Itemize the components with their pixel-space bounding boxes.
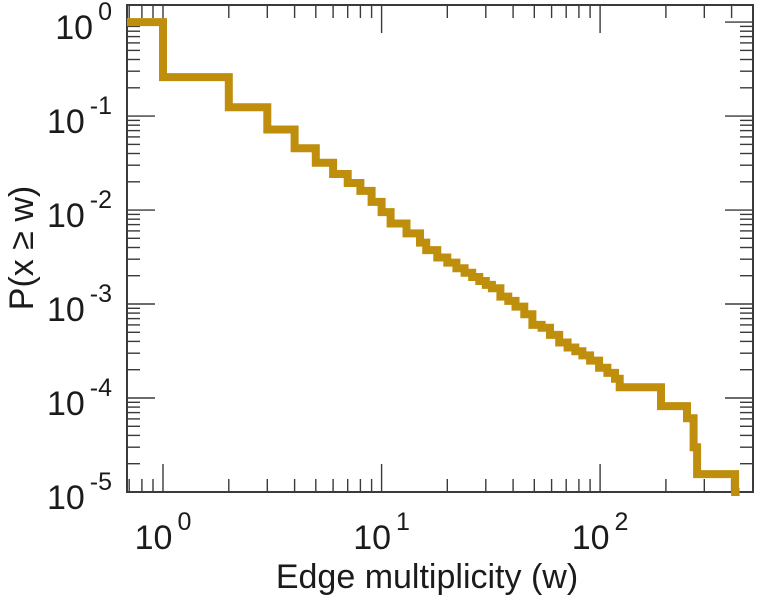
y-tick-label: 10 -5: [47, 468, 112, 517]
x-tick-label: 10 0: [135, 508, 192, 557]
ccdf-step-line: [127, 18, 740, 496]
x-axis-title: Edge multiplicity (w): [276, 558, 578, 596]
y-axis-ticks: [127, 21, 753, 493]
plot-frame: [126, 4, 754, 493]
y-tick-label: 10 -3: [47, 280, 112, 329]
y-tick-label: 10 0: [55, 0, 112, 47]
x-tick-label: 10 2: [572, 508, 629, 557]
y-tick-label: 10 -4: [47, 374, 112, 423]
x-tick-label: 10 1: [353, 508, 410, 557]
y-tick-label: 10 -1: [47, 92, 112, 141]
x-axis-ticks: [128, 5, 754, 492]
y-axis-title: P(x ≥ w): [3, 186, 41, 310]
y-tick-label: 10 -2: [47, 186, 112, 235]
